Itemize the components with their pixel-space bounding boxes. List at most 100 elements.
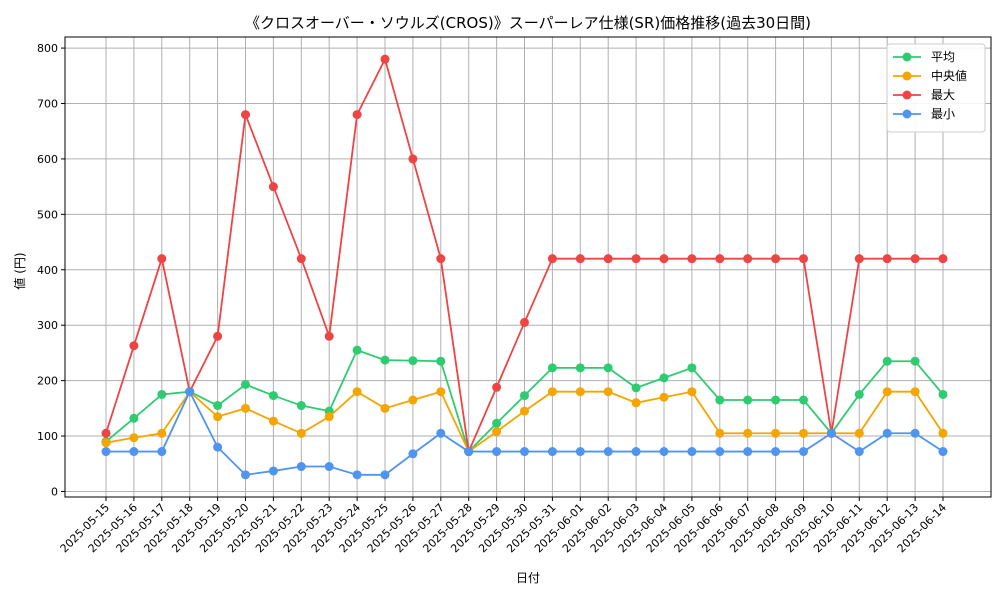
data-point	[157, 447, 167, 457]
grid	[65, 37, 991, 497]
data-point	[296, 254, 306, 264]
data-point	[687, 447, 697, 457]
data-point	[129, 447, 139, 457]
data-point	[324, 462, 334, 472]
data-point	[687, 387, 697, 397]
legend-label: 最大	[931, 88, 955, 102]
data-point	[241, 470, 250, 480]
data-point	[380, 355, 390, 365]
legend-marker	[902, 71, 912, 81]
data-point	[687, 254, 697, 264]
data-point	[520, 391, 529, 401]
data-point	[241, 403, 250, 413]
data-point	[575, 363, 585, 373]
data-point	[715, 395, 725, 405]
y-axis: 0 100 200 300 400 500 600 700 800	[37, 42, 65, 498]
data-point	[436, 428, 446, 438]
legend-marker	[902, 109, 912, 119]
data-point	[101, 438, 111, 448]
data-point	[575, 447, 585, 457]
data-point	[213, 331, 223, 341]
data-point	[938, 254, 948, 264]
data-point	[380, 403, 390, 413]
data-point	[492, 427, 502, 437]
legend-box	[886, 43, 986, 133]
data-point	[547, 447, 557, 457]
data-point	[296, 462, 306, 472]
data-point	[547, 387, 557, 397]
data-point	[241, 379, 250, 389]
series-2	[101, 54, 948, 457]
data-point	[687, 363, 697, 373]
data-point	[799, 395, 808, 405]
data-point	[520, 317, 529, 327]
data-point	[213, 412, 223, 422]
legend-marker	[902, 52, 912, 62]
y-tick-label: 600	[37, 153, 58, 166]
data-point	[854, 447, 864, 457]
data-point	[659, 447, 669, 457]
data-point	[603, 387, 613, 397]
data-point	[910, 356, 920, 366]
data-point	[910, 387, 920, 397]
data-point	[436, 387, 446, 397]
data-point	[213, 442, 223, 452]
data-point	[854, 428, 864, 438]
data-point	[799, 447, 808, 457]
data-point	[715, 428, 725, 438]
chart-title: 《クロスオーバー・ソウルズ(CROS)》スーパーレア仕様(SR)価格推移(過去3…	[245, 14, 811, 32]
data-point	[743, 447, 753, 457]
data-point	[129, 341, 139, 351]
data-point	[352, 110, 362, 120]
legend-label: 最小	[931, 107, 955, 121]
y-tick-label: 0	[51, 485, 58, 498]
y-tick-label: 500	[37, 208, 58, 221]
data-point	[268, 391, 278, 401]
y-tick-label: 400	[37, 264, 58, 277]
y-tick-label: 800	[37, 42, 58, 55]
data-point	[547, 254, 557, 264]
data-point	[603, 254, 613, 264]
data-point	[882, 356, 892, 366]
data-point	[157, 254, 167, 264]
data-point	[715, 254, 725, 264]
data-point	[268, 466, 278, 476]
data-point	[743, 395, 753, 405]
data-point	[771, 428, 781, 438]
data-point	[268, 182, 278, 192]
data-point	[157, 428, 167, 438]
data-point	[408, 356, 418, 366]
data-point	[492, 447, 502, 457]
data-point	[547, 363, 557, 373]
data-point	[882, 387, 892, 397]
data-point	[380, 54, 390, 64]
data-point	[296, 428, 306, 438]
data-point	[631, 398, 641, 408]
data-point	[436, 254, 446, 264]
data-point	[854, 254, 864, 264]
data-point	[408, 395, 418, 405]
y-tick-label: 700	[37, 98, 58, 111]
data-point	[938, 447, 948, 457]
data-point	[715, 447, 725, 457]
data-point	[408, 154, 418, 164]
data-point	[938, 389, 948, 399]
data-point	[352, 387, 362, 397]
data-point	[631, 383, 641, 393]
legend-label: 平均	[931, 50, 955, 64]
data-point	[492, 382, 502, 392]
data-point	[882, 428, 892, 438]
data-point	[910, 428, 920, 438]
data-point	[101, 428, 111, 438]
data-point	[771, 254, 781, 264]
data-point	[938, 428, 948, 438]
data-point	[185, 387, 195, 397]
data-point	[603, 447, 613, 457]
data-point	[352, 470, 362, 480]
data-point	[296, 401, 306, 411]
data-point	[826, 428, 836, 438]
y-axis-label: 値 (円)	[12, 252, 27, 289]
data-point	[910, 254, 920, 264]
